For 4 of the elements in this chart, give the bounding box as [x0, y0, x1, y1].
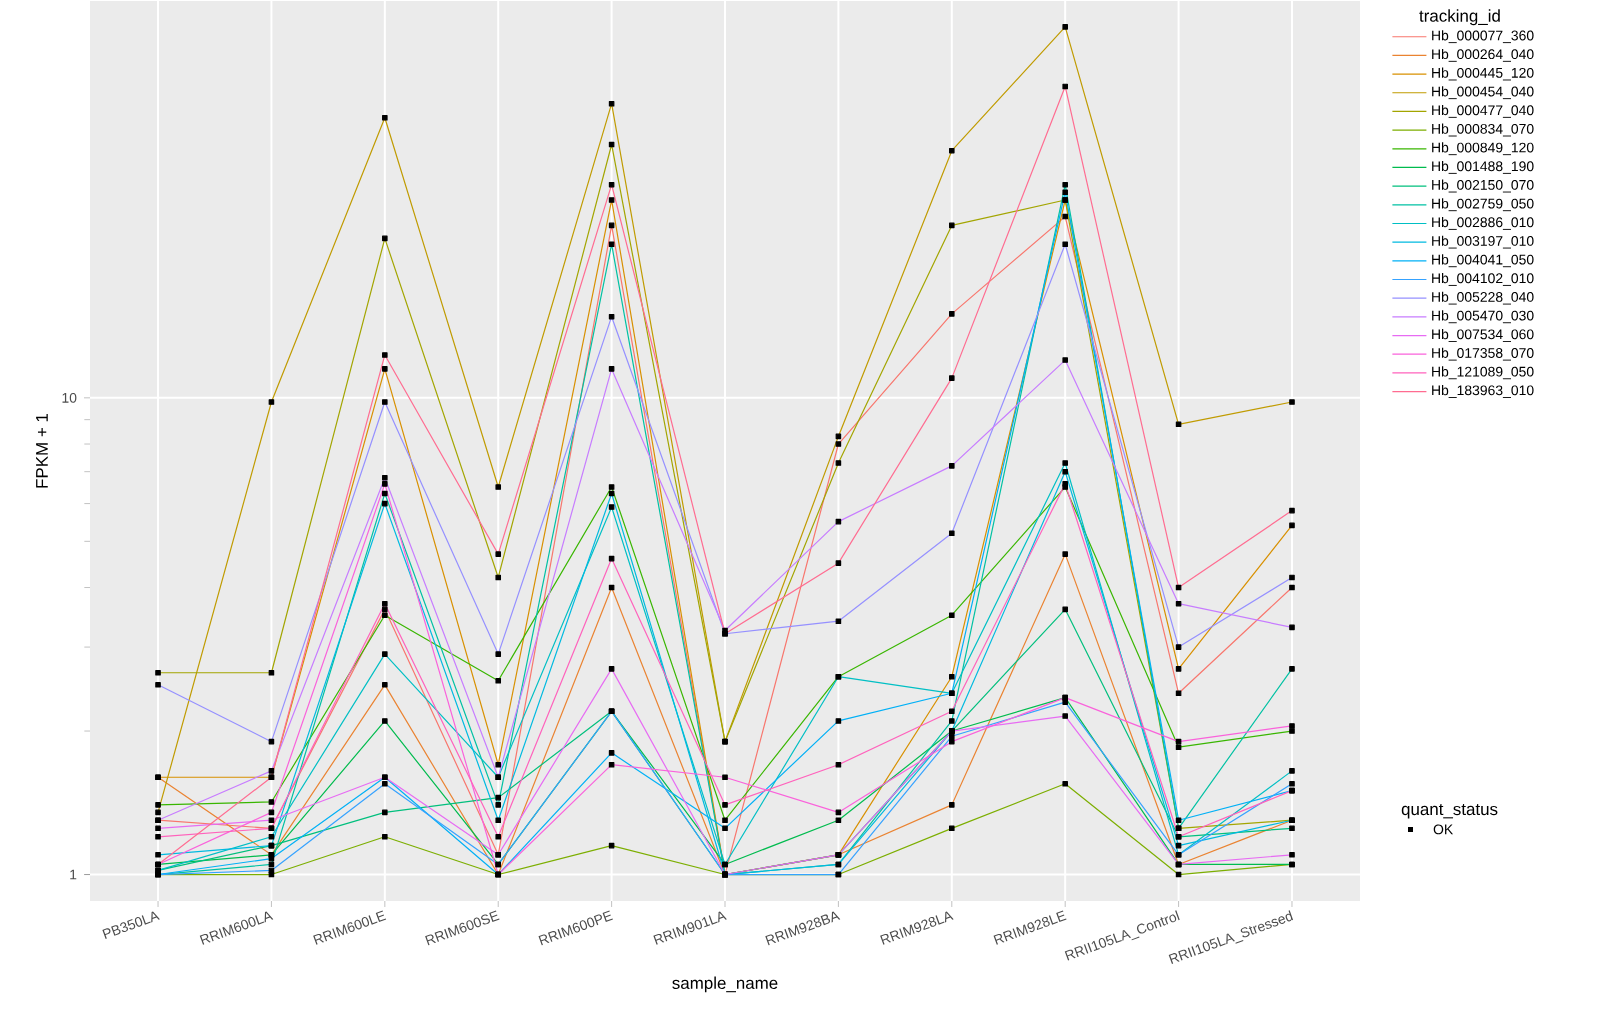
y-axis-title: FPKM + 1: [36, 413, 48, 488]
x-axis-title: sample_name: [672, 976, 778, 992]
legend-title: tracking_id: [1419, 8, 1500, 25]
text: quant_status: [1401, 803, 1498, 818]
